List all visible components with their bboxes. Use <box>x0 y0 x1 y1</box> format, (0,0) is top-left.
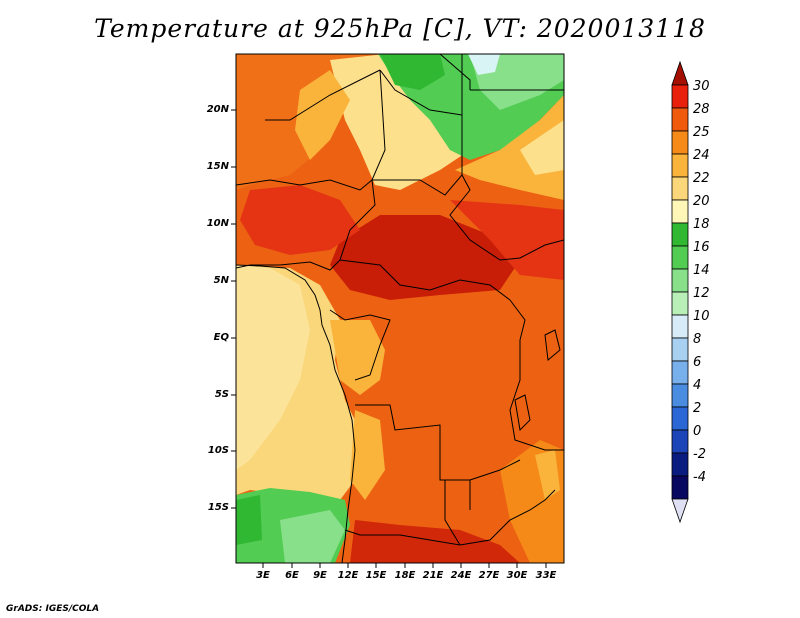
lat-label-10s: 10S <box>207 445 229 456</box>
colorbar-segment <box>671 222 689 247</box>
lon-label-18e: 18E <box>394 570 416 581</box>
field-west-hot <box>240 185 360 255</box>
lon-label-21e: 21E <box>422 570 444 581</box>
colorbar-label: 0 <box>693 424 702 439</box>
lat-label-eq: EQ <box>213 332 229 343</box>
field-sahara-pale <box>330 54 470 190</box>
lat-ticks <box>231 109 236 509</box>
lon-label-33e: 33E <box>535 570 557 581</box>
colorbar-label: -2 <box>693 447 706 462</box>
colorbar-segment <box>671 475 689 500</box>
colorbar-segment <box>671 452 689 477</box>
map-title: Temperature at 925hPa [C], VT: 202001311… <box>94 14 706 43</box>
footer-credit: GrADS: IGES/COLA <box>6 604 100 614</box>
lon-label-12e: 12E <box>337 570 359 581</box>
colorbar-segment <box>671 406 689 431</box>
colorbar-label: 10 <box>693 309 710 324</box>
field-green-dark <box>380 54 445 90</box>
field-sahara-mid <box>295 70 350 160</box>
lon-label-30e: 30E <box>506 570 528 581</box>
colorbar-label: 30 <box>693 79 710 94</box>
field-east-pale <box>520 120 564 175</box>
lat-label-10n: 10N <box>206 218 229 229</box>
lon-label-24e: 24E <box>450 570 472 581</box>
field-south-east-pale <box>535 450 560 500</box>
country-borders <box>236 54 564 546</box>
field-hot-south <box>350 520 520 563</box>
colorbar-label: 8 <box>693 332 702 347</box>
colorbar-label: 14 <box>693 263 710 278</box>
colorbar-label: 28 <box>693 102 710 117</box>
colorbar-label: 25 <box>693 125 710 140</box>
field-cool-spot <box>468 54 500 75</box>
colorbar <box>671 60 689 524</box>
field-green-south-dark <box>236 495 262 545</box>
field-angola-coast <box>350 410 385 500</box>
lon-label-3e: 3E <box>256 570 270 581</box>
colorbar-label: 2 <box>693 401 702 416</box>
colorbar-label: 4 <box>693 378 702 393</box>
colorbar-segment <box>671 383 689 408</box>
colorbar-segment <box>671 291 689 316</box>
lon-label-27e: 27E <box>478 570 500 581</box>
colorbar-segment <box>671 199 689 224</box>
colorbar-segment <box>671 268 689 293</box>
colorbar-label: 16 <box>693 240 710 255</box>
colorbar-top-arrow <box>671 60 689 86</box>
colorbar-segment <box>671 245 689 270</box>
colorbar-label: 18 <box>693 217 710 232</box>
field-coast-mid <box>330 320 385 395</box>
colorbar-segment <box>671 176 689 201</box>
colorbar-segment <box>671 107 689 132</box>
colorbar-bottom-arrow <box>671 498 689 524</box>
colorbar-segment <box>671 337 689 362</box>
field-green-south-light <box>280 510 345 563</box>
lat-label-20n: 20N <box>206 104 229 115</box>
lon-label-9e: 9E <box>313 570 327 581</box>
lat-label-15s: 15S <box>207 502 229 513</box>
map-frame <box>235 53 565 564</box>
colorbar-segment <box>671 360 689 385</box>
lat-label-15n: 15N <box>206 161 229 172</box>
colorbar-segment <box>671 153 689 178</box>
colorbar-label: 24 <box>693 148 710 163</box>
colorbar-label: 20 <box>693 194 710 209</box>
lon-label-15e: 15E <box>365 570 387 581</box>
lat-label-5n: 5N <box>213 275 229 286</box>
colorbar-segment <box>671 84 689 109</box>
colorbar-segment <box>671 130 689 155</box>
colorbar-segment <box>671 429 689 454</box>
field-ocean-paler <box>236 265 310 470</box>
colorbar-label: -4 <box>693 470 706 485</box>
lon-ticks <box>262 563 547 568</box>
colorbar-label: 12 <box>693 286 710 301</box>
colorbar-label: 6 <box>693 355 702 370</box>
colorbar-segment <box>671 314 689 339</box>
temperature-field <box>236 54 564 563</box>
colorbar-label: 22 <box>693 171 710 186</box>
field-hot-core <box>330 215 520 300</box>
coastline <box>236 264 356 563</box>
lat-label-5s: 5S <box>214 389 229 400</box>
field-east-hot <box>450 200 564 280</box>
lon-label-6e: 6E <box>285 570 299 581</box>
